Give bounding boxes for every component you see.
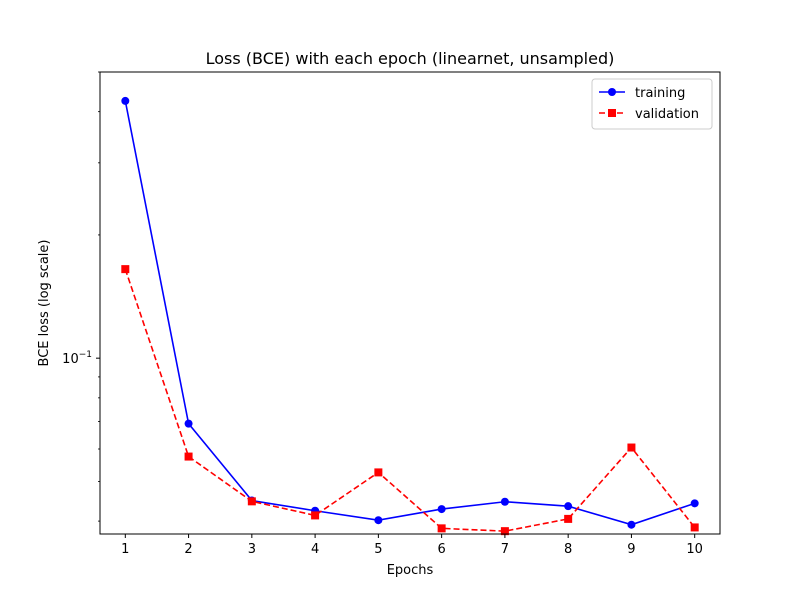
point-training (500, 497, 509, 506)
legend: training validation (591, 78, 713, 130)
legend-marker-training (608, 88, 616, 96)
point-validation (374, 468, 383, 477)
y-tick-exponent: −1 (79, 350, 92, 360)
point-validation (627, 443, 636, 452)
x-tick-label: 9 (627, 542, 635, 557)
point-validation (564, 514, 573, 523)
x-tick-label: 5 (374, 542, 382, 557)
point-validation (690, 523, 699, 532)
y-axis: 10−1 (62, 71, 100, 522)
point-validation (184, 452, 193, 461)
x-tick-label: 6 (437, 542, 445, 557)
y-axis-label: BCE loss (log scale) (37, 240, 52, 367)
point-validation (247, 497, 256, 506)
y-tick-base: 10 (62, 352, 79, 367)
series-line-training (124, 100, 695, 526)
plot-frame (99, 71, 721, 535)
point-validation (500, 527, 509, 536)
point-training (437, 505, 446, 514)
legend-label-validation: validation (635, 107, 699, 122)
point-validation (311, 511, 320, 520)
point-validation (437, 524, 446, 533)
point-training (374, 516, 383, 525)
x-tick-label: 4 (311, 542, 319, 557)
legend-label-training: training (635, 86, 685, 101)
point-training (564, 502, 573, 511)
series-layer (121, 96, 699, 536)
x-tick-label: 7 (501, 542, 509, 557)
chart-title: Loss (BCE) with each epoch (linearnet, u… (206, 49, 615, 68)
point-training (121, 96, 130, 105)
x-axis-label: Epochs (387, 563, 434, 578)
x-tick-label: 8 (564, 542, 572, 557)
x-axis: 1 2 3 4 5 6 7 8 9 10 (121, 534, 703, 557)
point-training (627, 520, 636, 529)
y-tick-label: 10−1 (62, 350, 92, 367)
x-tick-label: 2 (184, 542, 192, 557)
legend-marker-validation (608, 109, 616, 117)
point-validation (121, 265, 130, 274)
point-training (184, 419, 193, 428)
x-tick-label: 1 (121, 542, 129, 557)
point-training (690, 499, 699, 508)
plot-area (100, 72, 720, 534)
x-tick-label: 3 (248, 542, 256, 557)
x-tick-label: 10 (686, 542, 703, 557)
series-line-validation (124, 268, 696, 532)
